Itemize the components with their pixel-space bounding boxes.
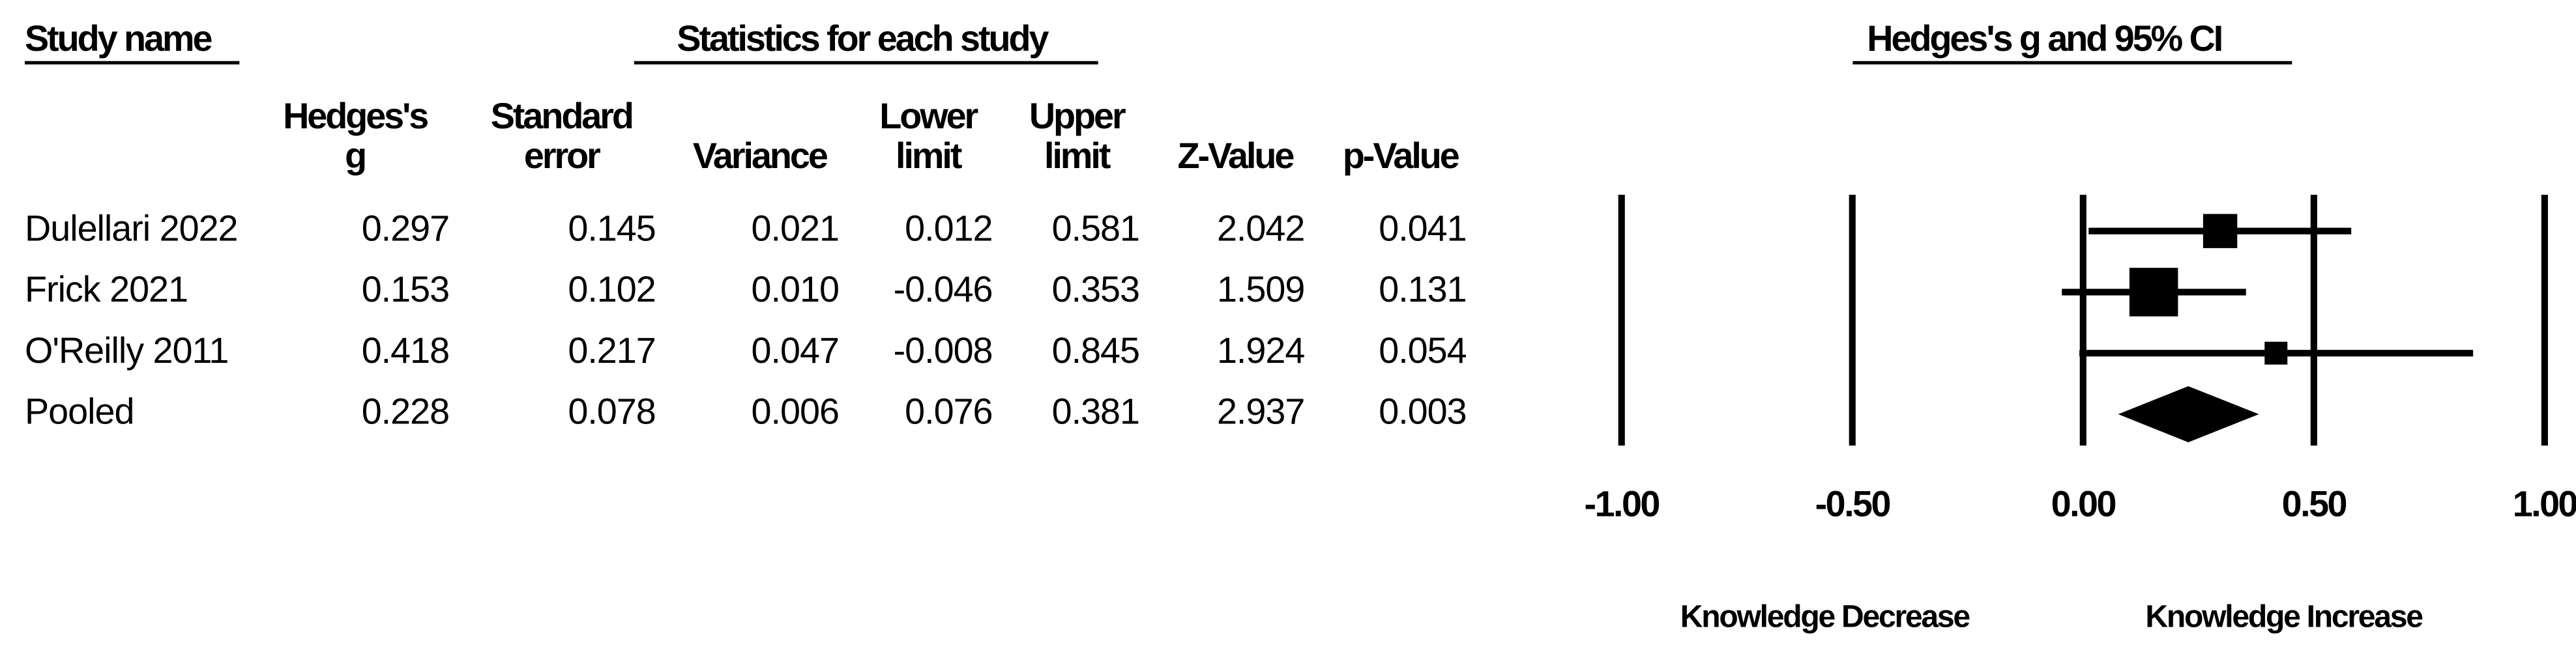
table-cell: -0.046 bbox=[894, 269, 993, 309]
x-tick-label: 0.50 bbox=[2282, 483, 2347, 524]
column-header: Variance bbox=[693, 135, 828, 176]
study-name: Frick 2021 bbox=[25, 269, 188, 309]
table-cell: 0.041 bbox=[1379, 208, 1466, 248]
study-name: Dulellari 2022 bbox=[25, 208, 238, 248]
column-header: p-Value bbox=[1343, 135, 1459, 176]
table-cell: 0.102 bbox=[568, 269, 655, 309]
table-cell: -0.008 bbox=[894, 330, 993, 371]
table-cell: 0.381 bbox=[1052, 391, 1139, 432]
table-cell: 0.217 bbox=[568, 330, 655, 371]
table-cell: 0.131 bbox=[1379, 269, 1466, 309]
column-header: limit bbox=[1044, 135, 1111, 176]
table-cell: 0.145 bbox=[568, 208, 655, 248]
pooled-diamond bbox=[2118, 386, 2259, 442]
table-cell: 0.021 bbox=[752, 208, 839, 248]
table-cell: 1.924 bbox=[1217, 330, 1304, 371]
table-cell: 2.937 bbox=[1217, 391, 1304, 432]
effect-size-marker bbox=[2264, 341, 2288, 365]
table-cell: 2.042 bbox=[1217, 208, 1304, 248]
table-cell: 0.010 bbox=[752, 269, 839, 309]
column-header: Hedges's bbox=[283, 96, 428, 136]
left-axis-label: Knowledge Decrease bbox=[1680, 599, 1970, 634]
column-header: limit bbox=[896, 135, 962, 176]
table-cell: 0.078 bbox=[568, 391, 655, 432]
table-cell: 0.012 bbox=[905, 208, 992, 248]
study-name: O'Reilly 2011 bbox=[25, 330, 228, 371]
table-cell: 1.509 bbox=[1217, 269, 1304, 309]
table-cell: 0.003 bbox=[1379, 391, 1466, 432]
column-header: Upper bbox=[1029, 96, 1126, 136]
table-cell: 0.153 bbox=[362, 269, 449, 309]
table-cell: 0.006 bbox=[752, 391, 839, 432]
column-header: error bbox=[524, 135, 600, 176]
table-cell: 0.581 bbox=[1052, 208, 1139, 248]
x-tick-label: 0.00 bbox=[2051, 483, 2116, 524]
study-header: Study name bbox=[25, 18, 212, 59]
chart-title: Hedges's g and 95% CI bbox=[1867, 18, 2221, 59]
table-cell: 0.076 bbox=[905, 391, 992, 432]
x-tick-label: -1.00 bbox=[1585, 483, 1660, 524]
column-header: g bbox=[345, 135, 365, 176]
table-cell: 0.418 bbox=[362, 330, 449, 371]
table-cell: 0.353 bbox=[1052, 269, 1139, 309]
column-header: Standard bbox=[491, 96, 632, 136]
x-tick-label: -0.50 bbox=[1815, 483, 1890, 524]
effect-size-marker bbox=[2129, 268, 2178, 317]
x-tick-label: 1.00 bbox=[2513, 483, 2576, 524]
right-axis-label: Knowledge Increase bbox=[2145, 599, 2423, 634]
stats-header: Statistics for each study bbox=[677, 18, 1049, 59]
table-cell: 0.228 bbox=[362, 391, 449, 432]
table-cell: 0.054 bbox=[1379, 330, 1466, 371]
table-cell: 0.845 bbox=[1052, 330, 1139, 371]
study-name: Pooled bbox=[25, 391, 134, 432]
effect-size-marker bbox=[2203, 214, 2238, 248]
column-header: Z-Value bbox=[1177, 135, 1294, 176]
column-header: Lower bbox=[879, 96, 978, 136]
table-cell: 0.047 bbox=[752, 330, 839, 371]
table-cell: 0.297 bbox=[362, 208, 449, 248]
